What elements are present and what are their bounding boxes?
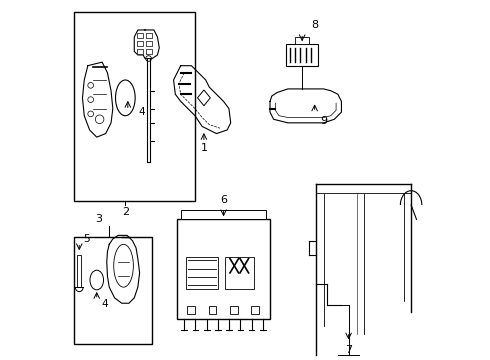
Bar (137, 33, 143, 38)
Bar (137, 41, 143, 46)
Bar (186, 257, 218, 289)
Bar (251, 306, 259, 314)
Bar (225, 257, 254, 289)
Text: 8: 8 (311, 19, 318, 30)
Bar (209, 306, 217, 314)
Bar (146, 41, 152, 46)
Bar (77, 255, 81, 287)
Ellipse shape (90, 270, 103, 290)
Bar (187, 306, 195, 314)
Text: 1: 1 (200, 143, 207, 153)
Text: 7: 7 (345, 345, 352, 355)
Text: 6: 6 (220, 195, 227, 204)
Bar (230, 306, 238, 314)
Text: 4: 4 (138, 107, 145, 117)
Text: 9: 9 (320, 116, 327, 126)
Bar (146, 49, 152, 54)
Bar (181, 210, 267, 219)
Bar (137, 49, 143, 54)
Text: 2: 2 (122, 207, 129, 217)
Bar (146, 33, 152, 38)
Bar (177, 219, 270, 319)
Ellipse shape (116, 80, 135, 116)
Bar (74, 12, 195, 202)
Ellipse shape (114, 244, 133, 287)
Bar (74, 237, 152, 344)
Polygon shape (197, 90, 210, 106)
Bar (295, 37, 309, 44)
Text: 3: 3 (95, 214, 102, 224)
Text: 5: 5 (83, 234, 89, 244)
Text: 4: 4 (101, 299, 108, 309)
Bar (286, 44, 318, 66)
